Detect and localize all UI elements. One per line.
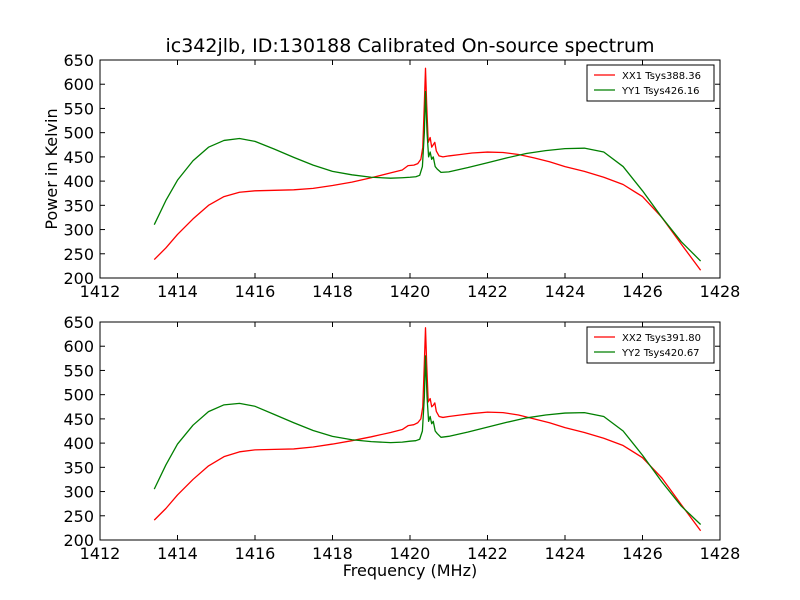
x-tick-label: 1426 <box>622 282 663 301</box>
y-tick-label: 200 <box>63 531 94 550</box>
series-line-1-2 <box>153 90 702 262</box>
y-tick-label: 350 <box>63 196 94 215</box>
x-tick-label: 1420 <box>390 282 431 301</box>
x-tick-label: 1412 <box>80 282 121 301</box>
y-tick-label: 500 <box>63 124 94 143</box>
y-tick-label: 650 <box>63 313 94 332</box>
y-tick-label: 500 <box>63 386 94 405</box>
x-tick-label: 1428 <box>700 282 741 301</box>
legend-label: YY2 Tsys420.67 <box>621 348 700 359</box>
x-tick-label: 1414 <box>157 282 198 301</box>
legend-label: YY1 Tsys426.16 <box>621 86 700 97</box>
series-line-1-1 <box>153 67 702 271</box>
y-tick-label: 350 <box>63 458 94 477</box>
x-tick-label: 1418 <box>312 544 353 563</box>
x-tick-label: 1426 <box>622 544 663 563</box>
y-tick-label: 250 <box>63 507 94 526</box>
x-tick-label: 1422 <box>467 544 508 563</box>
x-tick-label: 1424 <box>545 544 586 563</box>
legend-label: XX2 Tsys391.80 <box>622 333 701 344</box>
series-line-2-2 <box>153 355 702 525</box>
x-tick-label: 1418 <box>312 282 353 301</box>
y-tick-label: 450 <box>63 410 94 429</box>
legend-box <box>586 326 715 364</box>
y-tick-label: 600 <box>63 337 94 356</box>
y-tick-label: 450 <box>63 148 94 167</box>
x-tick-label: 1424 <box>545 282 586 301</box>
y-tick-label: 300 <box>63 221 94 240</box>
figure-title: ic342jlb, ID:130188 Calibrated On-source… <box>165 35 654 57</box>
y-tick-label: 200 <box>63 269 94 288</box>
series-line-2-1 <box>153 327 702 532</box>
y-tick-label: 650 <box>63 51 94 70</box>
x-tick-label: 1414 <box>157 544 198 563</box>
legend-label: XX1 Tsys388.36 <box>622 71 701 82</box>
x-tick-label: 1428 <box>700 544 741 563</box>
x-tick-label: 1416 <box>235 544 276 563</box>
legend-box <box>586 64 715 102</box>
plots-container: 1412 1414 1416 1418 1420 1422 1424 1426 1428 200 2… <box>42 51 740 580</box>
y-tick-label: 600 <box>63 75 94 94</box>
x-tick-label: 1422 <box>467 282 508 301</box>
x-axis-label: Frequency (MHz) <box>343 561 477 580</box>
legend: XX1 Tsys388.36 YY1 Tsys426.16 <box>586 64 715 102</box>
y-tick-label: 400 <box>63 434 94 453</box>
y-tick-label: 300 <box>63 483 94 502</box>
chart-panel-2: 1412 1414 1416 1418 1420 1422 1424 1426 1428 200 2… <box>63 313 740 580</box>
y-tick-label: 550 <box>63 361 94 380</box>
chart-panel-1: 1412 1414 1416 1418 1420 1422 1424 1426 1428 200 2… <box>42 51 740 301</box>
y-tick-label: 250 <box>63 245 94 264</box>
legend: XX2 Tsys391.80 YY2 Tsys420.67 <box>586 326 715 364</box>
x-tick-label: 1416 <box>235 282 276 301</box>
x-tick-label: 1420 <box>390 544 431 563</box>
y-axis-label: Power in Kelvin <box>42 108 61 229</box>
y-tick-label: 550 <box>63 99 94 118</box>
y-tick-label: 400 <box>63 172 94 191</box>
x-tick-label: 1412 <box>80 544 121 563</box>
